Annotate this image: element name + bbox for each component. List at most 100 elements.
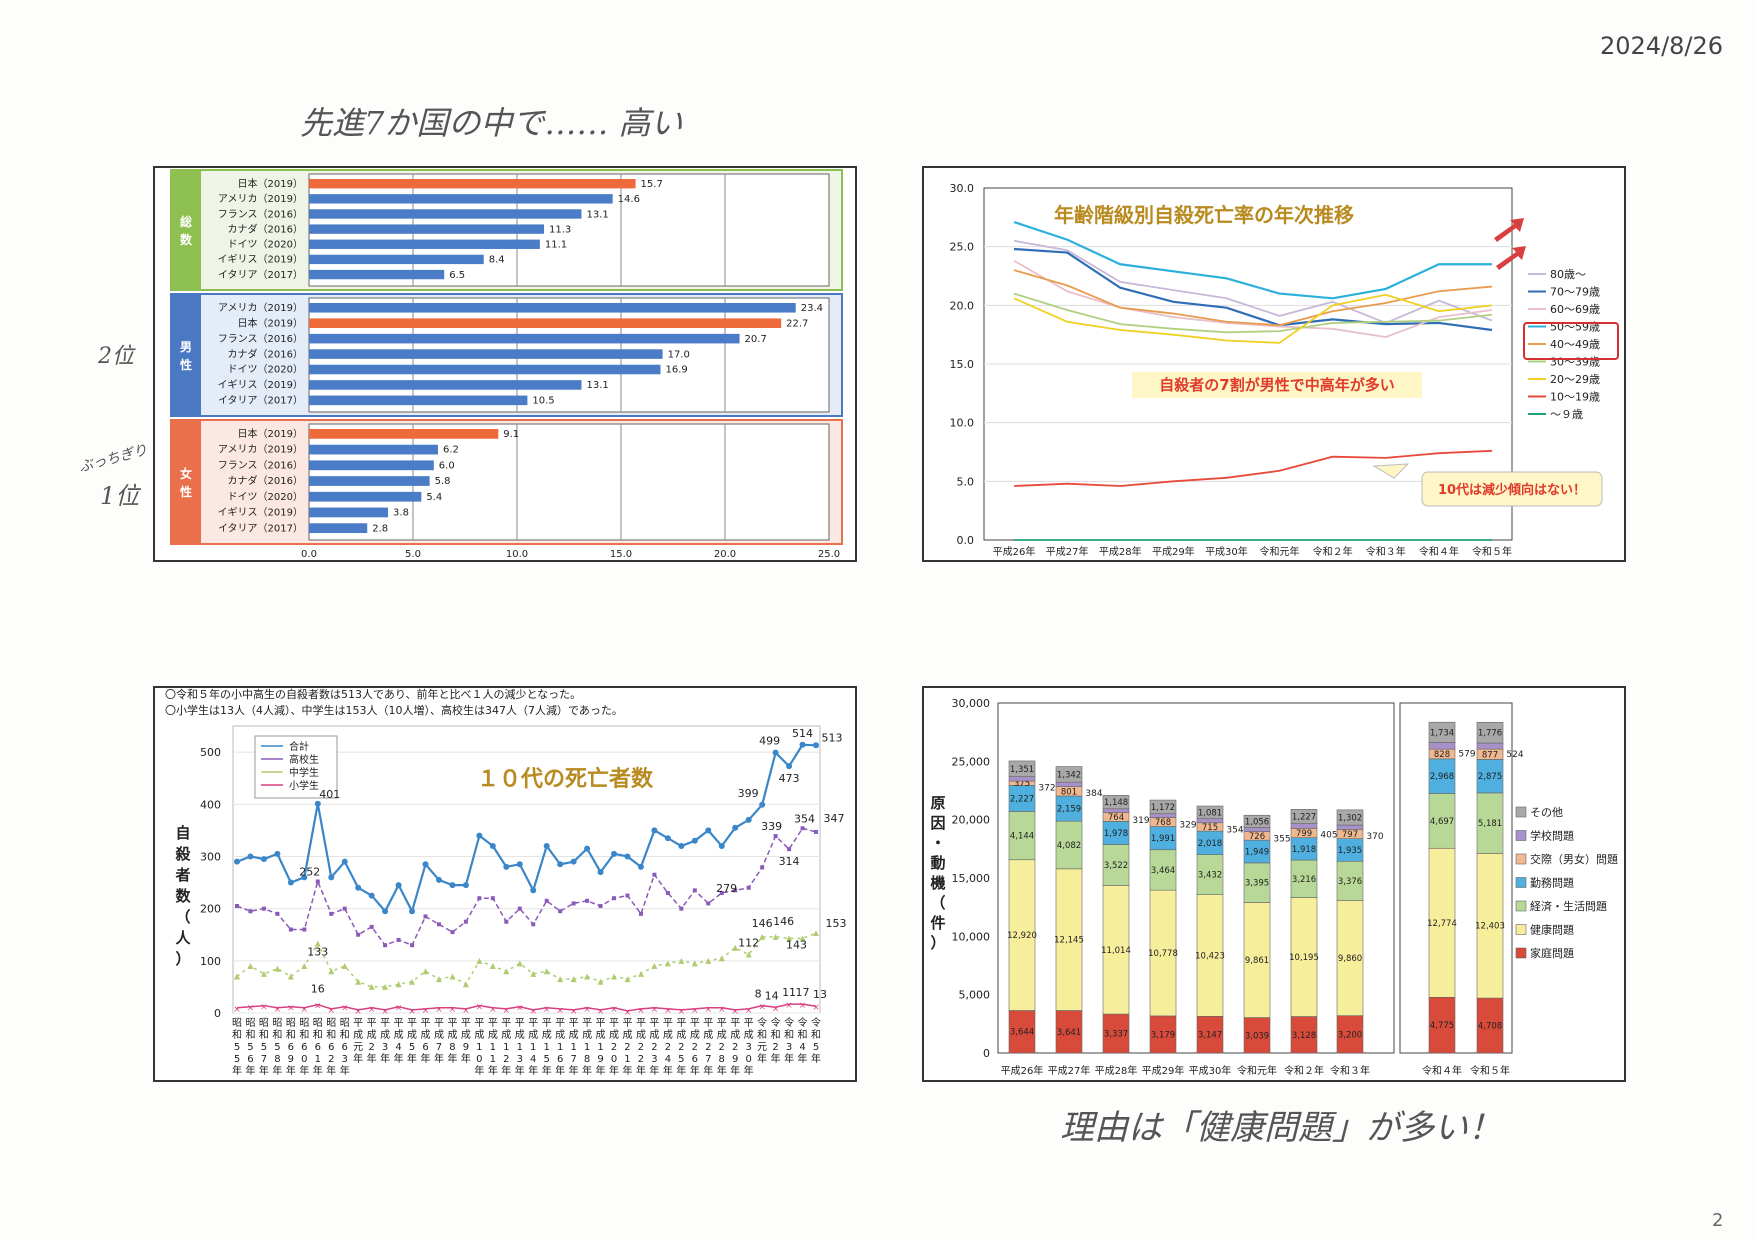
x-tick-label: 6 [301, 1042, 307, 1053]
legend-label: 高校生 [289, 753, 319, 766]
x-tick-label: 昭 [326, 1017, 336, 1029]
x-tick-label: 3 [382, 1042, 388, 1053]
x-tick-label: 成 [447, 1029, 457, 1041]
bar-value-label: 2.8 [372, 523, 388, 534]
data-point [597, 869, 604, 876]
legend-box [254, 735, 338, 799]
data-point [772, 749, 779, 756]
point-label: 146 [773, 915, 794, 928]
x-tick-label: 年 [474, 1064, 484, 1077]
group-label-char: 男 [180, 340, 192, 354]
x-tick-label: 令 [771, 1016, 781, 1029]
data-point [691, 960, 698, 967]
y-tick-label: 0.0 [957, 534, 975, 547]
data-point [274, 965, 281, 972]
bar-category-label: イタリア（2017） [218, 522, 303, 534]
segment-label: 1,776 [1478, 729, 1502, 739]
data-point [449, 882, 456, 889]
data-point: × [570, 1007, 578, 1017]
data-point [301, 874, 308, 881]
data-point [489, 843, 496, 850]
x-tick-label: 令 [811, 1016, 821, 1029]
x-tick-label: 年 [649, 1064, 659, 1077]
data-point: × [597, 1007, 605, 1017]
data-point [328, 874, 335, 881]
legend-swatch [1515, 806, 1527, 818]
x-tick-label: 平成26年 [993, 545, 1036, 558]
data-point [705, 827, 712, 834]
x-tick-label: 成 [421, 1029, 431, 1041]
x-tick-label: 1 [517, 1042, 523, 1053]
x-tick-label: 20.0 [714, 549, 736, 560]
segment-label: 4,082 [1057, 841, 1081, 851]
data-point: × [556, 1006, 564, 1016]
x-tick-label: 0 [476, 1054, 482, 1065]
handwritten-rank2: 2位 [98, 344, 134, 369]
x-tick-label: 2 [719, 1042, 725, 1053]
x-tick-label: 和 [811, 1029, 821, 1041]
point-label: 252 [299, 866, 320, 879]
x-tick-label: 昭 [313, 1017, 323, 1029]
data-point [746, 885, 751, 890]
segment-label: 10,195 [1289, 953, 1319, 963]
segment-label: 11,014 [1101, 946, 1131, 956]
data-point [314, 800, 321, 807]
x-tick-label: 6 [557, 1054, 563, 1065]
stack-segment [1336, 1015, 1364, 1054]
x-tick-label: 平 [434, 1018, 444, 1029]
x-tick-label: 和 [232, 1029, 242, 1041]
x-tick-label: 平 [421, 1018, 431, 1029]
data-point [745, 816, 752, 823]
segment-label: 2,227 [1010, 794, 1034, 804]
data-point: × [354, 1007, 362, 1017]
data-point [476, 957, 483, 964]
data-point [679, 906, 684, 911]
data-point [665, 890, 670, 895]
data-point [624, 976, 631, 983]
data-point [369, 924, 374, 929]
segment-label: 797 [1342, 830, 1358, 840]
stack-segment [1290, 859, 1318, 898]
segment-label: 1,081 [1198, 808, 1222, 818]
data-point [637, 863, 644, 870]
x-tick-label: 年 [394, 1052, 404, 1065]
segment-label: 3,432 [1198, 871, 1222, 881]
segment-label: 768 [1155, 818, 1171, 828]
x-tick-label: 8 [584, 1054, 590, 1065]
segment-label: 3,644 [1010, 1028, 1034, 1038]
x-tick-label: 年 [286, 1064, 296, 1077]
segment-label: 12,403 [1475, 922, 1505, 932]
x-tick-label: 0 [611, 1054, 617, 1065]
data-point [435, 876, 442, 883]
x-tick-label: 4 [530, 1054, 536, 1065]
data-point: × [637, 1006, 645, 1016]
data-point [462, 882, 469, 889]
x-tick-label: 年 [555, 1064, 565, 1077]
legend-swatch [1515, 830, 1527, 841]
x-tick-label: 成 [353, 1029, 363, 1041]
data-point [597, 978, 604, 985]
y-axis-label-char: 人 [175, 929, 191, 947]
data-point [301, 963, 308, 970]
x-tick-label: 年 [542, 1064, 552, 1077]
segment-label: 3,395 [1245, 879, 1269, 889]
data-point [814, 829, 818, 834]
segment-label: 3,200 [1338, 1030, 1362, 1040]
data-point [719, 890, 724, 895]
x-tick-label: 1 [315, 1054, 321, 1065]
legend-label: 80歳～ [1550, 268, 1586, 281]
x-tick-label: 成 [542, 1029, 552, 1041]
data-point: × [462, 1006, 470, 1016]
data-point: × [422, 1006, 430, 1016]
data-point: × [395, 1004, 403, 1014]
x-tick-label: 5 [234, 1042, 240, 1053]
segment-label: 372 [1038, 784, 1055, 794]
x-tick-label: 成 [367, 1029, 377, 1041]
stack-segment [1476, 722, 1504, 744]
x-tick-label: 令和３年 [1366, 545, 1406, 558]
x-tick-label: 3 [651, 1054, 657, 1065]
segment-label: 726 [1249, 832, 1265, 842]
bar [309, 491, 422, 502]
age-trend-chart: 0.0 5.0 10.0 15.0 20.0 25.0 30.0 平成26年 平成27年 平成28… [950, 182, 1619, 558]
x-tick-label: 年 [407, 1052, 417, 1065]
